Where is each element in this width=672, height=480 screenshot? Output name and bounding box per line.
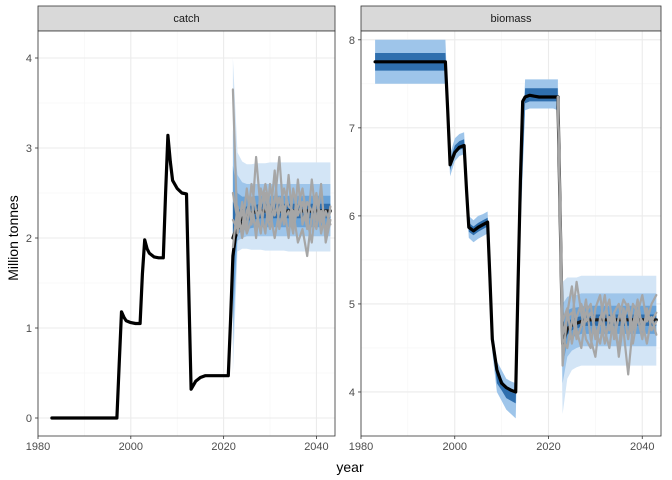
y-axis-title: Million tonnes: [5, 195, 21, 281]
catch-marks: [50, 58, 332, 420]
biomass-y-tick-label: 7: [349, 123, 355, 135]
biomass-x-tick-label: 2040: [630, 441, 654, 453]
catch-strip-label: catch: [173, 13, 199, 25]
catch-panel-border: [37, 30, 336, 437]
biomass-x-tick-label: 1980: [349, 441, 373, 453]
catch-projection-band-80: [232, 130, 331, 346]
biomass-x-tick-label: 2020: [536, 441, 560, 453]
catch-x-tick-label: 1980: [26, 441, 50, 453]
biomass-y-tick-label: 8: [349, 35, 355, 47]
biomass-y-tick-label: 5: [349, 299, 355, 311]
x-axis-title: year: [336, 459, 364, 475]
biomass-history-band-outer: [375, 39, 558, 419]
panel-biomass: biomass 1980 2000 2020 2040 4 5 6 7 8: [349, 5, 662, 453]
catch-x-tick-label: 2040: [304, 441, 328, 453]
biomass-marks: [373, 39, 658, 419]
catch-y-tick-label: 1: [26, 323, 32, 335]
panel-catch: catch 1980 2000 2020 2040 0 1 2 3 4: [26, 5, 336, 453]
biomass-panel-border: [360, 30, 662, 437]
catch-iteration-line-3: [231, 155, 332, 249]
biomass-y-tick-label: 6: [349, 211, 355, 223]
biomass-strip: [360, 5, 662, 32]
biomass-y-tick-label: 4: [349, 387, 355, 399]
catch-iteration-line-4: [231, 182, 332, 258]
catch-x-tick-label: 2000: [119, 441, 143, 453]
catch-x-tick-label: 2020: [211, 441, 235, 453]
biomass-strip-label: biomass: [491, 13, 532, 25]
catch-y-tick-label: 4: [26, 53, 32, 65]
biomass-iteration-line-4: [556, 95, 658, 358]
catch-strip: [37, 5, 336, 32]
catch-history-line: [50, 133, 244, 420]
biomass-plot-area: [361, 31, 661, 436]
catch-y-tick-label: 2: [26, 233, 32, 245]
biomass-x-tick-label: 2000: [443, 441, 467, 453]
biomass-history-line: [373, 60, 560, 394]
catch-y-tick-label: 0: [26, 413, 32, 425]
catch-y-tick-label: 3: [26, 143, 32, 155]
